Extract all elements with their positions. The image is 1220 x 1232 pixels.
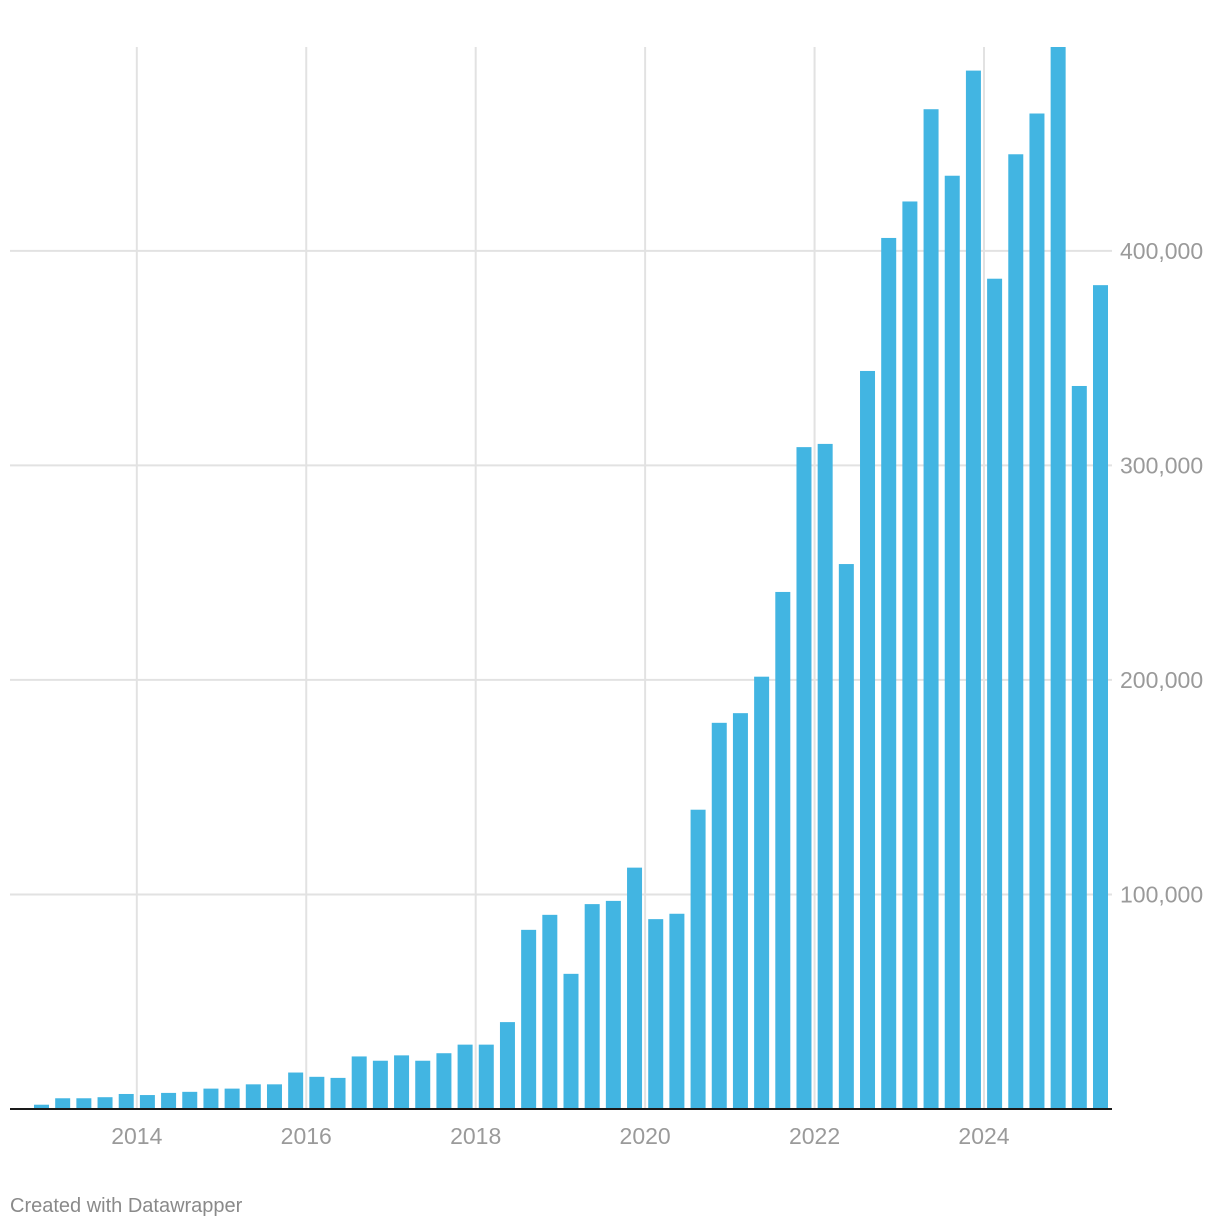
y-tick-label: 300,000 (1120, 452, 1203, 478)
bar (182, 1091, 198, 1109)
bar (478, 1044, 494, 1109)
bar (139, 1095, 155, 1109)
x-tick-label: 2016 (281, 1123, 332, 1149)
bar (1071, 385, 1087, 1110)
bar (817, 443, 833, 1109)
bar (690, 809, 706, 1109)
bar (457, 1044, 473, 1109)
bar (648, 919, 664, 1109)
bar (860, 370, 876, 1110)
bar (1008, 154, 1024, 1109)
bar (923, 109, 939, 1110)
bar (76, 1098, 92, 1109)
bar (838, 564, 854, 1109)
bar (266, 1084, 282, 1109)
bar (245, 1084, 261, 1109)
bar (436, 1053, 452, 1109)
bar (605, 900, 621, 1109)
bar (1050, 47, 1066, 1109)
bar (965, 70, 981, 1110)
bar (394, 1055, 410, 1109)
bar (669, 913, 685, 1109)
datawrapper-credit: Created with Datawrapper (10, 1195, 243, 1217)
x-tick-label: 2022 (789, 1123, 840, 1149)
bar (97, 1097, 113, 1109)
bar (351, 1056, 367, 1109)
bar (521, 929, 537, 1109)
bar (542, 914, 558, 1109)
bar (499, 1022, 515, 1109)
y-tick-label: 200,000 (1120, 667, 1203, 693)
bar (161, 1092, 177, 1109)
bar (330, 1077, 346, 1109)
bar (775, 591, 791, 1109)
bar (224, 1088, 240, 1109)
bar-series (34, 47, 1108, 1110)
bar (584, 904, 600, 1109)
x-tick-label: 2024 (958, 1123, 1009, 1149)
bar (944, 175, 960, 1110)
x-gridlines (135, 47, 986, 1109)
y-tick-label: 400,000 (1120, 238, 1203, 264)
y-tick-label: 100,000 (1120, 881, 1203, 907)
bar (203, 1088, 219, 1109)
bar (55, 1098, 71, 1109)
bar (1029, 113, 1045, 1109)
bar (563, 973, 579, 1109)
x-tick-label: 2014 (111, 1123, 162, 1149)
bar (881, 237, 897, 1109)
y-axis-labels: 100,000 200,000 300,000 400,000 (1120, 238, 1203, 908)
bar (627, 867, 643, 1109)
bar (118, 1093, 134, 1109)
bar (732, 713, 748, 1109)
bar (987, 278, 1003, 1110)
bar (711, 722, 727, 1109)
bar (309, 1076, 325, 1109)
bar (34, 1104, 49, 1109)
bar (415, 1060, 431, 1109)
bar (902, 201, 918, 1110)
bar (1093, 285, 1108, 1109)
bar (288, 1072, 304, 1109)
x-tick-label: 2018 (450, 1123, 501, 1149)
bar (754, 676, 770, 1109)
x-tick-label: 2020 (620, 1123, 671, 1149)
x-axis-labels: 2014 2016 2018 2020 2022 2024 (111, 1123, 1010, 1149)
bar (372, 1060, 388, 1109)
bar (796, 447, 812, 1109)
